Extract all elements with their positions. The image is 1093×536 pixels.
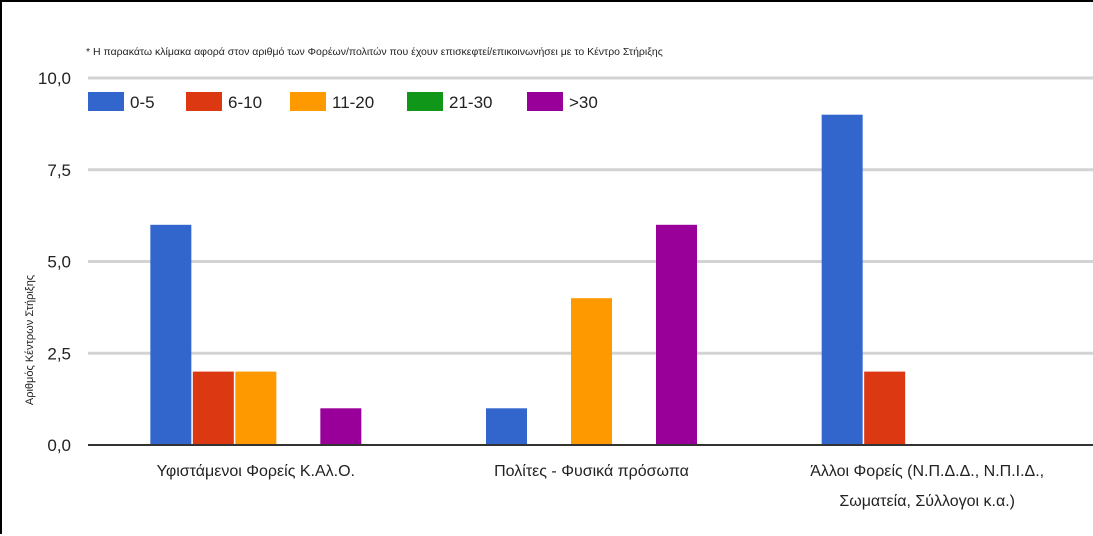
y-tick-label: 7,5 [47, 161, 71, 180]
x-category-label: Πολίτες - Φυσικά πρόσωπα [494, 463, 689, 480]
y-tick-label: 2,5 [47, 344, 71, 363]
legend-label: 0-5 [130, 93, 155, 112]
legend-swatch [186, 92, 222, 111]
legend-label: 11-20 [332, 93, 374, 112]
chart-note: * Η παρακάτω κλίμακα αφορά στον αριθμό τ… [86, 46, 663, 58]
bar-11-20-cat1 [235, 371, 277, 445]
x-category-label: Υφιστάμενοι Φορείς Κ.Αλ.Ο. [157, 463, 355, 480]
legend-label: 6-10 [228, 93, 262, 112]
bar-6-10-cat3 [864, 371, 906, 445]
y-tick-label: 10,0 [38, 69, 71, 88]
y-tick-label: 0,0 [47, 436, 71, 455]
y-axis-label: Αριθμός Κέντρων Στήριξης [24, 275, 36, 405]
legend-swatch [88, 92, 124, 111]
bar-0-5-cat1 [150, 224, 192, 445]
y-tick-label: 5,0 [47, 253, 71, 272]
bar-0-5-cat2 [486, 408, 527, 445]
legend-swatch [527, 92, 563, 111]
legend-label: 21-30 [449, 93, 492, 112]
bar-11-20-cat2 [571, 298, 612, 445]
legend-swatch [407, 92, 443, 111]
bar-30-cat2 [656, 224, 697, 445]
bar-6-10-cat1 [192, 371, 234, 445]
bar-0-5-cat3 [821, 114, 863, 445]
legend-label: >30 [569, 93, 598, 112]
x-category-label: Άλλοι Φορείς (Ν.Π.Δ.Δ., Ν.Π.Ι.Δ., [810, 463, 1044, 480]
x-category-label: Σωματεία, Σύλλογοι κ.α.) [839, 493, 1015, 510]
bar-30-cat1 [320, 408, 362, 445]
legend: 0-5 6-10 11-20 21-30 >30 [88, 92, 598, 112]
axes: 0,0 2,5 5,0 7,5 10,0 Υφιστάμενοι Φορείς Κ.Αλ.… [38, 69, 1093, 510]
legend-swatch [290, 92, 326, 111]
bars [150, 114, 906, 445]
